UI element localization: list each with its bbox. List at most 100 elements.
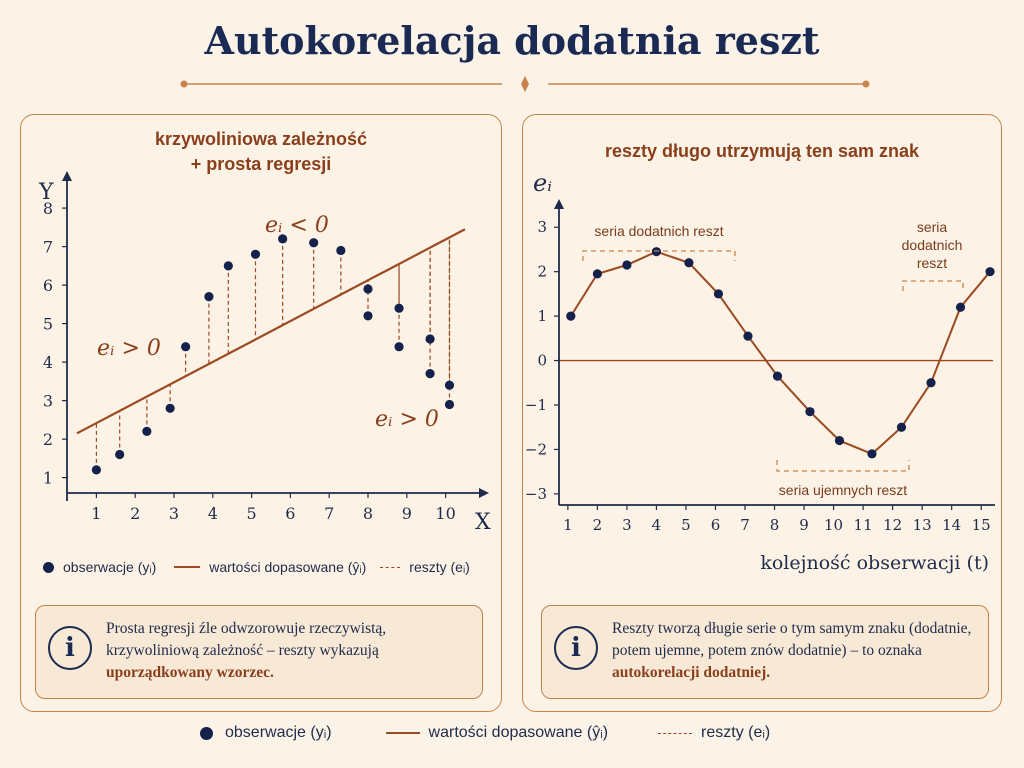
y-axis-label-residuals: eᵢ (533, 169, 552, 197)
x-tick-label: 1 (563, 516, 573, 534)
observation-point (363, 311, 373, 321)
y-axis-arrow-icon (62, 171, 72, 181)
x-tick-label: 1 (91, 504, 101, 523)
observation-point (394, 342, 404, 352)
left-panel-title-line1: krzywoliniowa zależność (154, 129, 368, 149)
residual-point (651, 247, 662, 257)
observation-dot-icon (200, 726, 213, 740)
x-tick-label: 4 (652, 516, 662, 534)
y-tick-label: 5 (43, 315, 53, 334)
y-axis-label: Y (38, 180, 54, 205)
fitted-line-icon (385, 732, 420, 734)
residual-point (896, 422, 907, 432)
observation-point (250, 249, 261, 259)
observation-point (181, 342, 191, 352)
legend-item-observations: obserwacje (yᵢ) (43, 559, 156, 575)
right-info-text: Reszty tworzą długie serie o tym samym z… (612, 618, 978, 684)
y-tick-label: 7 (43, 238, 53, 257)
legend-label-observations: obserwacje (yᵢ) (63, 559, 157, 575)
residual-point (622, 260, 632, 270)
x-tick-label: 10 (824, 516, 843, 534)
legend-item-fitted: wartości dopasowane (ŷᵢ) (174, 559, 366, 575)
bracket-label-positive-left: seria dodatnich reszt (594, 223, 723, 239)
y-tick-label: 6 (43, 276, 53, 295)
residual-point (805, 407, 815, 417)
observation-point (336, 245, 346, 256)
observation-point (278, 234, 288, 244)
observation-dot-icon (43, 561, 54, 573)
bottom-legend-label-fitted: wartości dopasowane (ŷᵢ) (428, 724, 609, 741)
x-tick-label: 4 (208, 504, 218, 523)
left-info-box: i Prosta regresji źle odwzorowuje rzeczy… (35, 605, 483, 699)
y-tick-label: −3 (525, 485, 547, 503)
bottom-legend-item-residuals: reszty (eᵢ) (658, 724, 770, 742)
observation-point (425, 334, 435, 344)
x-tick-label: 15 (972, 516, 991, 534)
y-tick-label: 1 (43, 469, 53, 488)
bracket-label-negative: seria ujemnych reszt (779, 482, 907, 498)
observation-point (204, 292, 214, 302)
bottom-legend: obserwacje (yᵢ) wartości dopasowane (ŷᵢ)… (200, 724, 770, 742)
observation-point (165, 403, 175, 413)
bracket-label-positive-right-2: dodatnich (902, 237, 963, 253)
observation-point (444, 380, 455, 390)
bottom-legend-label-observations: obserwacje (yᵢ) (225, 724, 332, 741)
x-tick-label: 6 (711, 516, 721, 534)
legend-label-fitted: wartości dopasowane (ŷᵢ) (209, 559, 367, 575)
x-tick-label: 8 (770, 516, 780, 534)
right-info-box: i Reszty tworzą długie serie o tym samym… (541, 605, 989, 699)
info-icon: i (554, 626, 598, 670)
bracket-positive-series-right (902, 280, 964, 291)
x-tick-label: 3 (169, 504, 179, 523)
residual-point (926, 378, 936, 388)
left-info-text-emphasis: uporządkowany wzorzec. (106, 664, 274, 681)
title-divider (180, 76, 870, 92)
left-legend: obserwacje (yᵢ) wartości dopasowane (ŷᵢ)… (43, 559, 470, 575)
left-panel-title-line2: + prosta regresji (190, 154, 332, 174)
page-title: Autokorelacja dodatnia reszt (204, 18, 820, 63)
annotation-positive-residuals-right: eᵢ > 0 (375, 407, 439, 432)
right-panel-title: reszty długo utrzymują ten sam znak (604, 141, 920, 161)
y-tick-label: 8 (43, 199, 53, 218)
x-tick-label: 5 (247, 504, 257, 523)
y-tick-label: 1 (537, 307, 547, 325)
bottom-legend-item-fitted: wartości dopasowane (ŷᵢ) (385, 724, 609, 742)
residual-point (713, 289, 724, 299)
annotation-negative-residuals: eᵢ < 0 (265, 213, 329, 238)
y-tick-label: 4 (43, 353, 53, 372)
x-tick-label: 10 (435, 504, 455, 523)
y-tick-label: −2 (525, 440, 547, 458)
observation-point (115, 449, 125, 460)
x-axis-label: X (475, 510, 491, 535)
legend-label-residuals: reszty (eᵢ) (409, 559, 470, 575)
observation-point (444, 399, 455, 410)
left-info-text: Prosta regresji źle odwzorowuje rzeczywi… (106, 618, 472, 684)
fitted-line-icon (174, 566, 201, 568)
left-scatter-chart: 1 2 3 4 5 6 7 8 9 10 1 2 3 4 5 6 7 8 Y X eᵢ < 0 eᵢ > 0 eᵢ… (38, 171, 491, 535)
x-tick-label: 2 (593, 516, 603, 534)
annotation-positive-residuals-left: eᵢ > 0 (97, 336, 161, 361)
y-tick-label: 2 (537, 263, 547, 281)
legend-item-residuals: reszty (eᵢ) (380, 559, 470, 575)
residual-series-line (569, 250, 991, 456)
x-tick-label: 5 (681, 516, 691, 534)
x-tick-label: 12 (883, 516, 902, 534)
residual-point (566, 311, 576, 321)
right-info-text-emphasis: autokorelacji dodatniej. (612, 664, 771, 681)
bracket-label-positive-right-1: seria (917, 219, 948, 235)
bottom-legend-label-residuals: reszty (eᵢ) (701, 724, 771, 741)
x-tick-label: 11 (854, 516, 873, 534)
residual-point (867, 449, 877, 459)
y-tick-label: 3 (537, 218, 547, 236)
bracket-label-positive-right-3: reszt (917, 255, 947, 271)
y-tick-label: 2 (43, 430, 53, 449)
x-tick-label: 7 (740, 516, 750, 534)
x-tick-label: 3 (622, 516, 632, 534)
regression-line (76, 228, 466, 435)
residual-dash-icon (380, 566, 401, 568)
observation-point (142, 426, 152, 436)
observation-point (363, 284, 373, 294)
y-axis-arrow-icon (554, 199, 564, 209)
